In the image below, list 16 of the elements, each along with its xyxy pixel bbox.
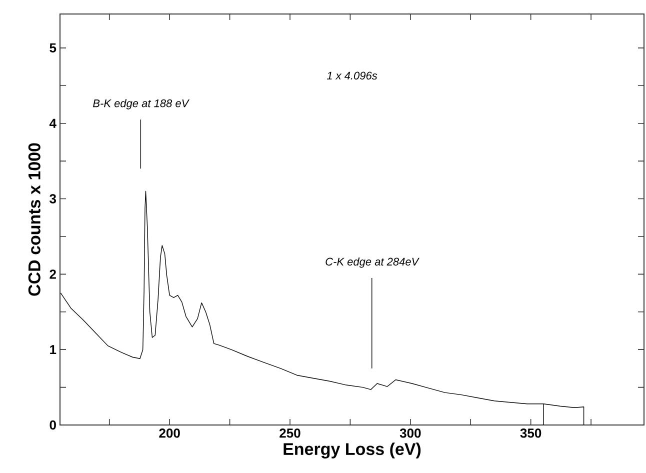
y-tick-label: 1	[50, 345, 56, 354]
ref-line-label: C-K edge at 284eV	[326, 257, 420, 268]
x-tick-label: 300	[400, 428, 421, 438]
y-tick-label: 4	[49, 118, 56, 128]
x-tick-label: 250	[280, 428, 300, 438]
line-series	[60, 190, 584, 425]
y-axis-title: CCD counts x 1000	[28, 143, 40, 296]
x-axis-title: Energy Loss (eV)	[284, 442, 421, 459]
y-tick-label: 3	[50, 194, 56, 204]
ref-line-label: B-K edge at 188 eV	[93, 99, 190, 110]
y-tick-label: 2	[50, 270, 56, 279]
y-tick-label: 0	[50, 420, 56, 430]
x-tick-label: 350	[520, 428, 542, 438]
x-tick-label: 200	[159, 428, 180, 438]
annotation: 1 x 4.096s	[326, 72, 378, 80]
y-tick-label: 5	[50, 43, 56, 52]
